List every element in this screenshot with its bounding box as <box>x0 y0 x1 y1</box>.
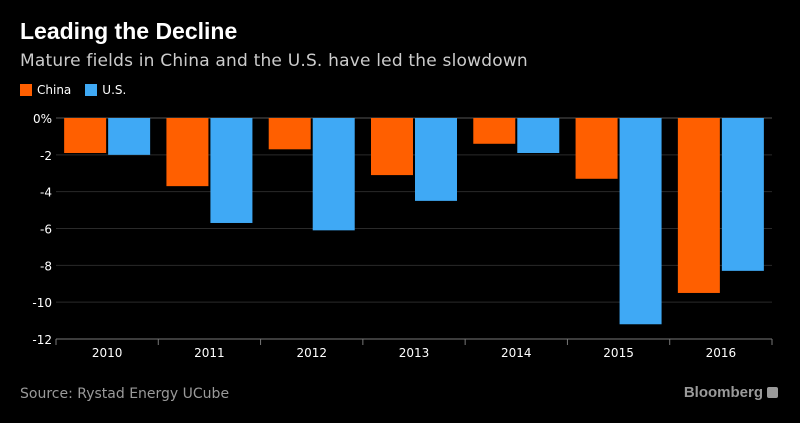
bar-us-2012 <box>312 118 355 231</box>
legend-label-us: U.S. <box>102 83 127 97</box>
bar-china-2010 <box>64 118 107 153</box>
y-tick-label: -12 <box>32 333 52 347</box>
x-tick-label: 2016 <box>706 346 737 360</box>
bar-us-2014 <box>517 118 560 153</box>
bar-china-2011 <box>166 118 209 187</box>
brand-logo: Bloomberg <box>684 384 778 401</box>
x-tick-label: 2013 <box>399 346 430 360</box>
y-tick-label: -8 <box>40 259 52 273</box>
chart-subtitle: Mature fields in China and the U.S. have… <box>20 51 528 71</box>
x-tick-label: 2014 <box>501 346 532 360</box>
bar-china-2013 <box>371 118 413 176</box>
chart-title: Leading the Decline <box>20 18 238 44</box>
bar-us-2010 <box>108 118 151 155</box>
bar-us-2016 <box>721 118 764 271</box>
legend-item-china: China <box>20 83 71 97</box>
brand-name: Bloomberg <box>683 384 763 401</box>
x-tick-label: 2010 <box>92 346 123 360</box>
x-tick-label: 2012 <box>296 346 327 360</box>
legend-swatch-us <box>85 84 98 96</box>
source-note: Source: Rystad Energy UCube <box>20 386 230 402</box>
y-tick-label: -6 <box>40 223 52 237</box>
bar-china-2014 <box>473 118 516 144</box>
bar-us-2011 <box>210 118 253 223</box>
y-tick-label: 0% <box>33 112 52 126</box>
bar-china-2012 <box>268 118 311 150</box>
legend-swatch-china <box>20 84 32 96</box>
bar-china-2016 <box>677 118 720 293</box>
legend-item-us: U.S. <box>85 83 126 97</box>
legend-label-china: China <box>37 83 72 97</box>
x-tick-label: 2011 <box>194 346 225 360</box>
y-tick-label: -2 <box>40 149 52 163</box>
y-tick-label: -4 <box>40 186 52 200</box>
bar-china-2015 <box>575 118 618 179</box>
bar-us-2015 <box>619 118 662 325</box>
bar-us-2013 <box>415 118 457 201</box>
y-tick-label: -10 <box>32 296 52 310</box>
x-tick-label: 2015 <box>603 346 634 360</box>
brand-mark-icon <box>767 387 778 398</box>
legend: China U.S. <box>20 83 140 97</box>
